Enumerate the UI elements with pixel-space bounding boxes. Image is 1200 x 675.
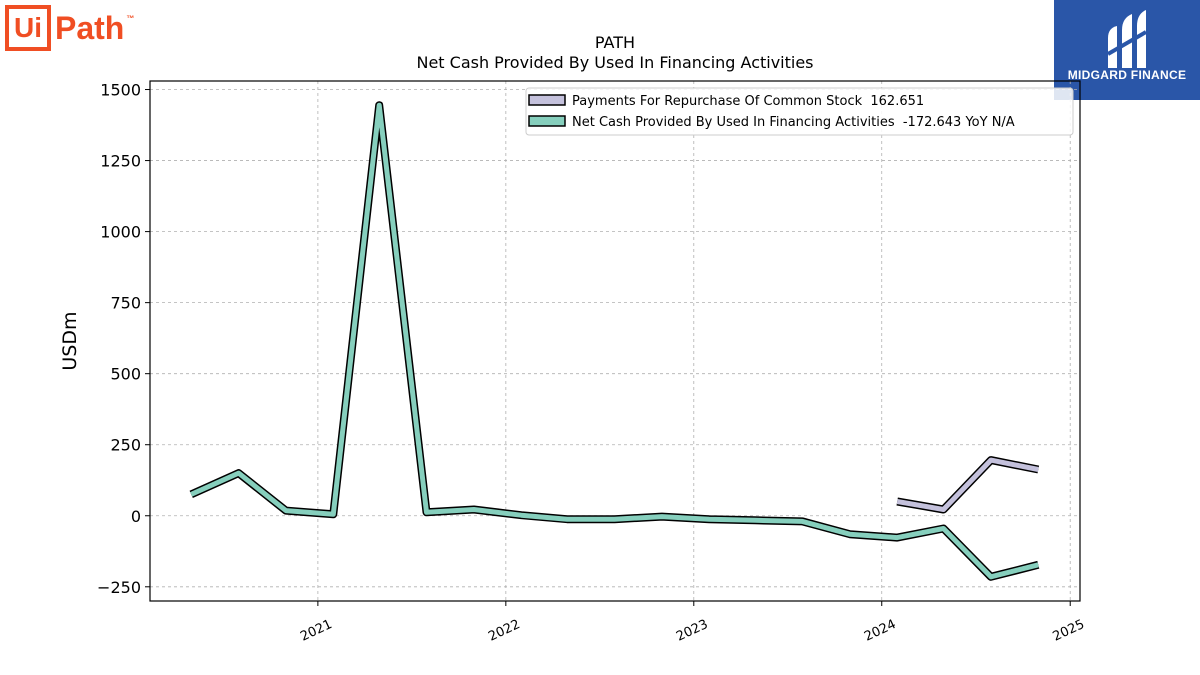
plot-frame xyxy=(149,80,1081,602)
midgard-finance-logo: MIDGARD FINANCE xyxy=(1054,0,1200,100)
chart-title: PATH xyxy=(595,33,635,52)
y-axis-label: USDm xyxy=(59,311,81,370)
y-axis: −250 0 250 500 750 1000 1250 1500 xyxy=(97,81,150,597)
legend-label: Net Cash Provided By Used In Financing A… xyxy=(572,115,1015,130)
midgard-finance-text: MIDGARD FINANCE xyxy=(1067,68,1187,82)
legend-swatch xyxy=(528,94,566,106)
legend-swatch xyxy=(528,115,566,127)
x-tick-label: 2023 xyxy=(674,617,710,645)
uipath-logo-box: Ui xyxy=(5,5,51,51)
series-line xyxy=(190,102,1039,580)
series-lines xyxy=(189,101,1040,581)
uipath-logo: Ui Path ™ xyxy=(5,4,134,52)
x-axis: 2021 2022 2023 2024 2025 xyxy=(298,601,1087,645)
x-tick-label: 2021 xyxy=(298,617,334,645)
legend: Payments For Repurchase Of Common Stock … xyxy=(525,87,1074,136)
y-tick-label: 1250 xyxy=(100,152,141,171)
x-tick-label: 2025 xyxy=(1051,617,1087,645)
y-tick-label: 500 xyxy=(110,365,141,384)
y-tick-label: −250 xyxy=(97,578,141,597)
y-tick-label: 250 xyxy=(110,436,141,455)
y-tick-label: 750 xyxy=(110,294,141,313)
uipath-logo-text: Path xyxy=(55,9,125,46)
y-tick-label: 1500 xyxy=(100,81,141,100)
legend-box xyxy=(525,87,1074,136)
x-tick-label: 2024 xyxy=(862,617,898,645)
series-line xyxy=(896,457,1039,512)
x-tick-label: 2022 xyxy=(486,617,522,645)
chart-subtitle: Net Cash Provided By Used In Financing A… xyxy=(416,53,813,72)
y-tick-label: 0 xyxy=(131,507,141,526)
y-tick-label: 1000 xyxy=(100,223,141,242)
uipath-logo-tm: ™ xyxy=(126,13,135,23)
midgard-mark-icon xyxy=(1106,10,1148,68)
legend-label: Payments For Repurchase Of Common Stock … xyxy=(572,94,924,109)
